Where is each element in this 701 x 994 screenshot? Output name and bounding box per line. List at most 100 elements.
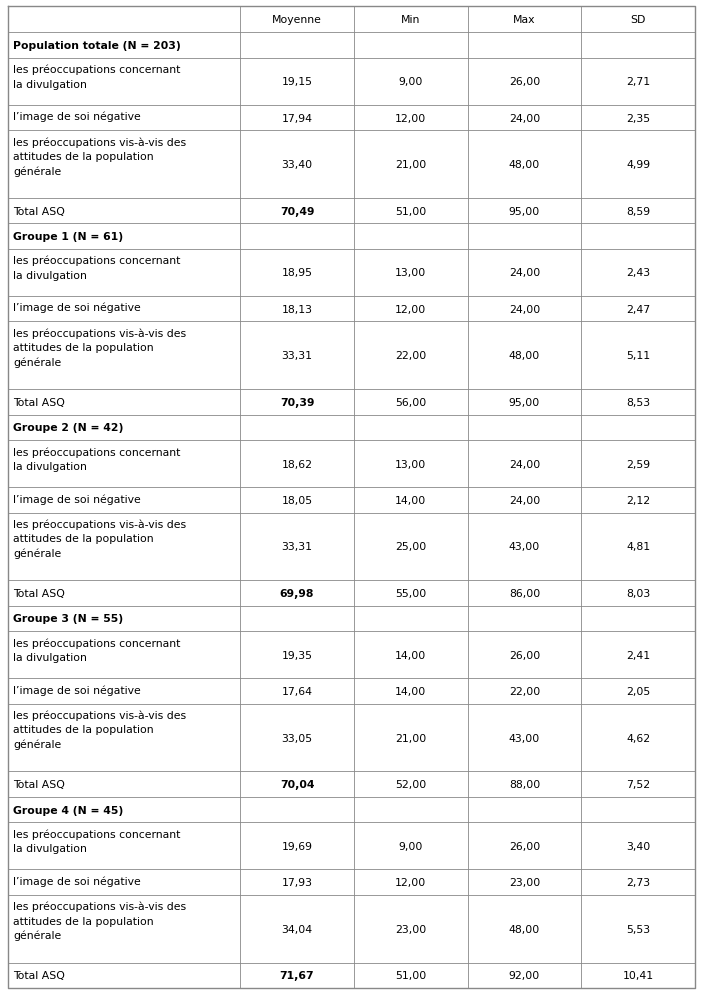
- Text: 34,04: 34,04: [282, 923, 313, 933]
- Text: 4,99: 4,99: [626, 160, 651, 170]
- Text: 12,00: 12,00: [395, 113, 426, 123]
- Text: attitudes de la population: attitudes de la population: [13, 915, 154, 925]
- Text: 86,00: 86,00: [509, 588, 540, 598]
- Text: 2,73: 2,73: [626, 877, 651, 888]
- Text: les préoccupations vis-à-vis des: les préoccupations vis-à-vis des: [13, 328, 186, 339]
- Text: 51,00: 51,00: [395, 970, 426, 980]
- Text: 19,69: 19,69: [282, 841, 313, 851]
- Text: 26,00: 26,00: [509, 78, 540, 87]
- Text: Population totale (N = 203): Population totale (N = 203): [13, 41, 181, 51]
- Text: 48,00: 48,00: [509, 923, 540, 933]
- Text: Max: Max: [513, 15, 536, 25]
- Text: 17,64: 17,64: [282, 686, 313, 696]
- Text: 18,95: 18,95: [282, 268, 313, 278]
- Text: 18,05: 18,05: [282, 495, 313, 505]
- Text: 21,00: 21,00: [395, 733, 426, 743]
- Text: 70,49: 70,49: [280, 207, 314, 217]
- Text: 13,00: 13,00: [395, 268, 426, 278]
- Text: Total ASQ: Total ASQ: [13, 588, 65, 598]
- Text: les préoccupations concernant: les préoccupations concernant: [13, 255, 180, 266]
- Text: SD: SD: [630, 15, 646, 25]
- Text: Groupe 4 (N = 45): Groupe 4 (N = 45): [13, 805, 123, 815]
- Text: 2,43: 2,43: [626, 268, 651, 278]
- Text: 56,00: 56,00: [395, 398, 426, 408]
- Text: les préoccupations concernant: les préoccupations concernant: [13, 637, 180, 648]
- Text: 24,00: 24,00: [509, 459, 540, 469]
- Text: générale: générale: [13, 166, 61, 177]
- Text: 7,52: 7,52: [626, 779, 651, 789]
- Text: 5,11: 5,11: [626, 351, 651, 361]
- Text: 69,98: 69,98: [280, 588, 314, 598]
- Text: 55,00: 55,00: [395, 588, 426, 598]
- Text: attitudes de la population: attitudes de la population: [13, 343, 154, 353]
- Text: Total ASQ: Total ASQ: [13, 398, 65, 408]
- Text: 52,00: 52,00: [395, 779, 426, 789]
- Text: attitudes de la population: attitudes de la population: [13, 534, 154, 544]
- Text: 22,00: 22,00: [509, 686, 540, 696]
- Text: 71,67: 71,67: [280, 970, 314, 980]
- Text: les préoccupations vis-à-vis des: les préoccupations vis-à-vis des: [13, 519, 186, 530]
- Text: 24,00: 24,00: [509, 113, 540, 123]
- Text: 48,00: 48,00: [509, 351, 540, 361]
- Text: générale: générale: [13, 929, 61, 940]
- Text: 13,00: 13,00: [395, 459, 426, 469]
- Text: la divulgation: la divulgation: [13, 461, 87, 471]
- Text: 17,93: 17,93: [282, 877, 313, 888]
- Text: 24,00: 24,00: [509, 304, 540, 314]
- Text: les préoccupations vis-à-vis des: les préoccupations vis-à-vis des: [13, 710, 186, 721]
- Text: 88,00: 88,00: [509, 779, 540, 789]
- Text: 22,00: 22,00: [395, 351, 426, 361]
- Text: 8,53: 8,53: [626, 398, 651, 408]
- Text: la divulgation: la divulgation: [13, 80, 87, 89]
- Text: 25,00: 25,00: [395, 542, 426, 552]
- Text: 3,40: 3,40: [626, 841, 651, 851]
- Text: 14,00: 14,00: [395, 495, 426, 505]
- Text: l’image de soi négative: l’image de soi négative: [13, 111, 141, 122]
- Text: 14,00: 14,00: [395, 650, 426, 660]
- Text: 18,13: 18,13: [282, 304, 313, 314]
- Text: 33,05: 33,05: [282, 733, 313, 743]
- Text: 17,94: 17,94: [282, 113, 313, 123]
- Text: 12,00: 12,00: [395, 304, 426, 314]
- Text: 19,15: 19,15: [282, 78, 313, 87]
- Text: générale: générale: [13, 548, 61, 559]
- Text: Groupe 3 (N = 55): Groupe 3 (N = 55): [13, 614, 123, 624]
- Text: Total ASQ: Total ASQ: [13, 970, 65, 980]
- Text: l’image de soi négative: l’image de soi négative: [13, 303, 141, 313]
- Text: 24,00: 24,00: [509, 495, 540, 505]
- Text: 8,59: 8,59: [626, 207, 651, 217]
- Text: Min: Min: [401, 15, 421, 25]
- Text: Moyenne: Moyenne: [272, 15, 322, 25]
- Text: 2,71: 2,71: [626, 78, 651, 87]
- Text: 43,00: 43,00: [509, 733, 540, 743]
- Text: 18,62: 18,62: [282, 459, 313, 469]
- Text: 4,81: 4,81: [626, 542, 651, 552]
- Text: l’image de soi négative: l’image de soi négative: [13, 685, 141, 695]
- Text: Total ASQ: Total ASQ: [13, 779, 65, 789]
- Text: 33,31: 33,31: [282, 351, 313, 361]
- Text: 43,00: 43,00: [509, 542, 540, 552]
- Text: 2,12: 2,12: [626, 495, 651, 505]
- Text: les préoccupations concernant: les préoccupations concernant: [13, 446, 180, 457]
- Text: 8,03: 8,03: [626, 588, 651, 598]
- Text: la divulgation: la divulgation: [13, 652, 87, 662]
- Text: 19,35: 19,35: [282, 650, 313, 660]
- Text: 12,00: 12,00: [395, 877, 426, 888]
- Text: 23,00: 23,00: [509, 877, 540, 888]
- Text: 14,00: 14,00: [395, 686, 426, 696]
- Text: 70,39: 70,39: [280, 398, 314, 408]
- Text: 33,31: 33,31: [282, 542, 313, 552]
- Text: 2,59: 2,59: [626, 459, 651, 469]
- Text: générale: générale: [13, 357, 61, 368]
- Text: attitudes de la population: attitudes de la population: [13, 152, 154, 162]
- Text: 10,41: 10,41: [622, 970, 654, 980]
- Text: 26,00: 26,00: [509, 650, 540, 660]
- Text: 2,35: 2,35: [626, 113, 651, 123]
- Text: 4,62: 4,62: [626, 733, 651, 743]
- Text: Total ASQ: Total ASQ: [13, 207, 65, 217]
- Text: les préoccupations concernant: les préoccupations concernant: [13, 828, 180, 839]
- Text: 70,04: 70,04: [280, 779, 314, 789]
- Text: l’image de soi négative: l’image de soi négative: [13, 876, 141, 886]
- Text: 9,00: 9,00: [399, 78, 423, 87]
- Text: 24,00: 24,00: [509, 268, 540, 278]
